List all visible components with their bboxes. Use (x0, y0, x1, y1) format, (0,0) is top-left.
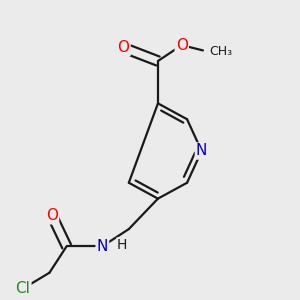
Text: N: N (196, 143, 207, 158)
Text: Cl: Cl (16, 281, 30, 296)
Text: O: O (46, 208, 58, 223)
Text: H: H (117, 238, 127, 252)
Text: CH₃: CH₃ (209, 45, 232, 58)
Text: N: N (97, 239, 108, 254)
Text: O: O (176, 38, 188, 52)
Text: O: O (118, 40, 130, 55)
